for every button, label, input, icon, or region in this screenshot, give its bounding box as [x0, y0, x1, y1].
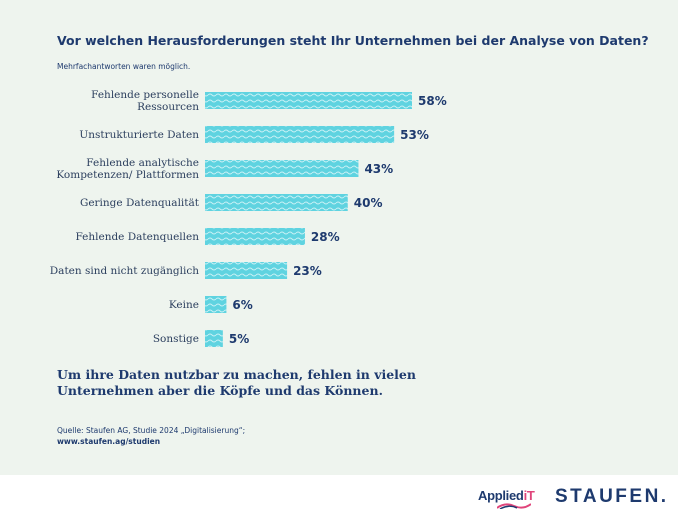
applied-logo-it: iT [523, 488, 535, 503]
bar [205, 228, 305, 245]
bar [205, 296, 227, 313]
category-label: Unstrukturierte Daten [79, 129, 199, 141]
bar-chart: Fehlende personelle Ressourcen 58% Unstrukt… [50, 89, 447, 347]
source-note: Quelle: Staufen AG, Studie 2024 „Digital… [57, 425, 245, 447]
category-label: Fehlende Datenquellen [75, 231, 199, 243]
source-link[interactable]: www.staufen.ag/studien [57, 437, 161, 446]
applied-swoosh-icon [497, 503, 531, 509]
bar [205, 92, 412, 109]
applied-logo-text: Applied [478, 488, 524, 503]
value-label: 53% [400, 128, 429, 142]
category-label: Geringe Datenqualität [80, 197, 200, 209]
applied-it-logo: AppliediT [478, 488, 535, 503]
source-text: Quelle: Staufen AG, Studie 2024 „Digital… [57, 426, 246, 435]
content-panel: Vor welchen Herausforderungen steht Ihr … [0, 0, 678, 475]
bar [205, 126, 395, 143]
bar [205, 194, 348, 211]
value-label: 58% [418, 94, 447, 108]
chart-title: Vor welchen Herausforderungen steht Ihr … [57, 33, 649, 48]
staufen-logo: STAUFEN. [555, 486, 669, 507]
category-label: Daten sind nicht zugänglich [50, 265, 199, 277]
conclusion-text: Um ihre Daten nutzbar zu machen, fehlen … [57, 367, 416, 398]
value-label: 6% [232, 298, 252, 312]
value-label: 23% [293, 264, 322, 278]
chart-subtitle: Mehrfachantworten waren möglich. [57, 62, 191, 71]
bar [205, 330, 223, 347]
category-label: Fehlende analytische Kompetenzen/ Plattfo… [56, 157, 199, 181]
category-label: Sonstige [153, 333, 199, 345]
value-label: 40% [354, 196, 383, 210]
category-label: Fehlende personelle Ressourcen [91, 89, 199, 113]
value-label: 5% [229, 332, 249, 346]
bar [205, 262, 288, 279]
value-label: 43% [364, 162, 393, 176]
category-label: Keine [169, 299, 199, 311]
bar [205, 160, 359, 177]
value-label: 28% [311, 230, 340, 244]
